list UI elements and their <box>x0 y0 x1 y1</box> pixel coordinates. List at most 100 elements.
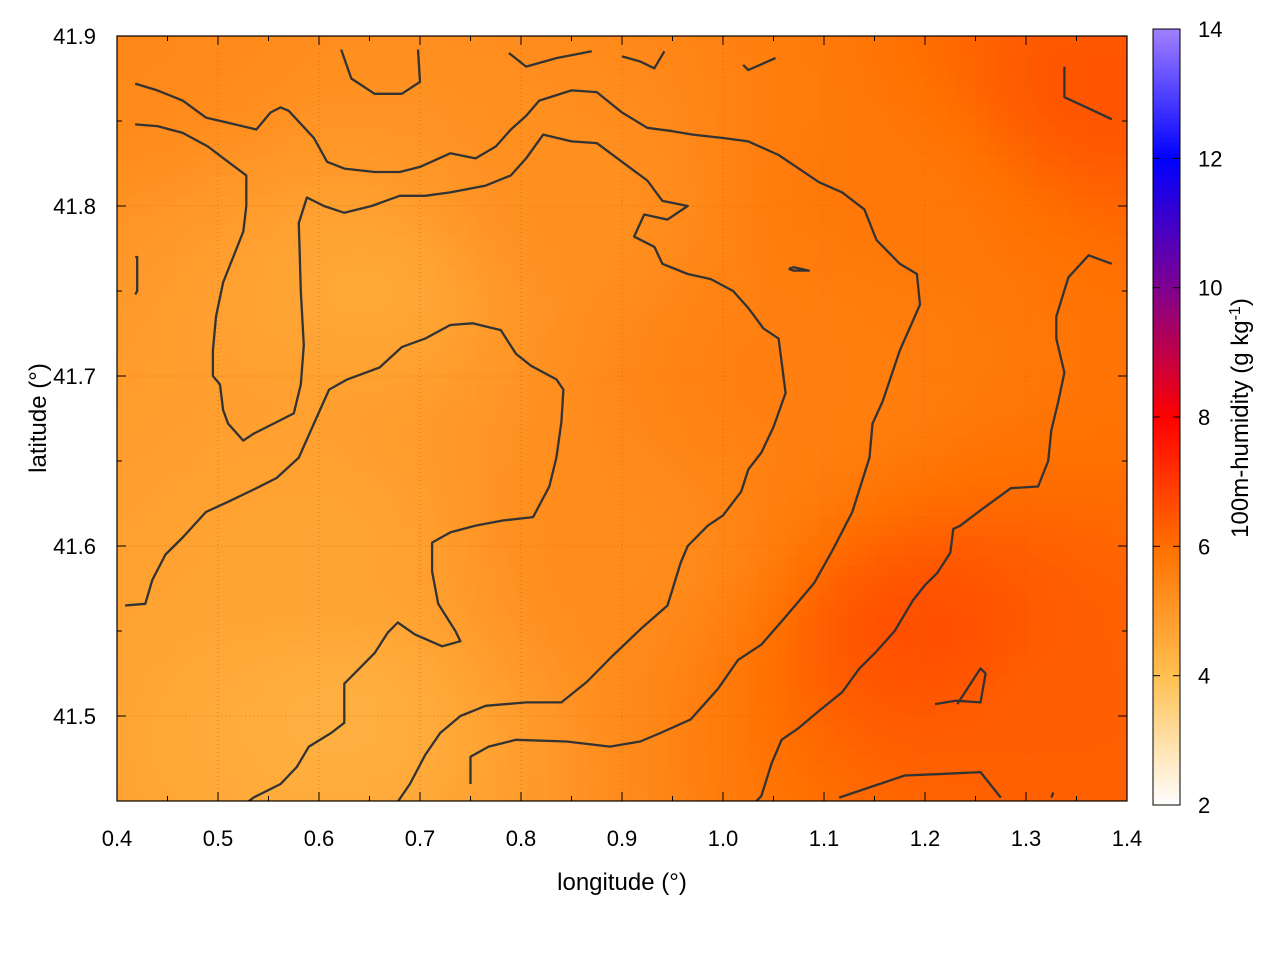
heatmap-cell <box>587 366 598 377</box>
heatmap-cell <box>657 656 668 667</box>
heatmap-cell <box>127 436 138 447</box>
heatmap-cell <box>237 756 248 767</box>
heatmap-cell <box>427 426 438 437</box>
heatmap-cell <box>287 626 298 637</box>
heatmap-cell <box>507 526 518 537</box>
heatmap-cell <box>207 266 218 277</box>
heatmap-cell <box>187 636 198 647</box>
heatmap-cell <box>167 776 178 787</box>
heatmap-cell <box>367 486 378 497</box>
heatmap-cell <box>757 256 768 267</box>
heatmap-cell <box>237 76 248 87</box>
heatmap-cell <box>167 146 178 157</box>
heatmap-cell <box>547 176 558 187</box>
heatmap-cell <box>177 156 188 167</box>
heatmap-cell <box>317 416 328 427</box>
heatmap-cell <box>377 616 388 627</box>
heatmap-cell <box>607 216 618 227</box>
heatmap-cell <box>387 626 398 637</box>
heatmap-cell <box>677 486 688 497</box>
heatmap-cell <box>477 156 488 167</box>
heatmap-cell <box>447 716 458 727</box>
heatmap-cell <box>317 676 328 687</box>
heatmap-cell <box>377 396 388 407</box>
heatmap-cell <box>257 236 268 247</box>
heatmap-cell <box>687 116 698 127</box>
heatmap-cell <box>687 346 698 357</box>
heatmap-cell <box>587 676 598 687</box>
heatmap-cell <box>167 186 178 197</box>
heatmap-cell <box>197 636 208 647</box>
heatmap-cell <box>587 746 598 757</box>
heatmap-cell <box>737 446 748 457</box>
heatmap-cell <box>757 316 768 327</box>
heatmap-cell <box>587 446 598 457</box>
heatmap-cell <box>647 636 658 647</box>
heatmap-cell <box>567 686 578 697</box>
heatmap-cell <box>167 466 178 477</box>
heatmap-cell <box>277 36 288 47</box>
heatmap-cell <box>577 186 588 197</box>
heatmap-cell <box>537 136 548 147</box>
heatmap-cell <box>427 216 438 227</box>
heatmap-cell <box>747 216 758 227</box>
heatmap-cell <box>557 256 568 267</box>
heatmap-cell <box>517 666 528 677</box>
heatmap-cell <box>567 656 578 667</box>
heatmap-cell <box>687 446 698 457</box>
heatmap-cell <box>137 566 148 577</box>
heatmap-cell <box>197 216 208 227</box>
heatmap-cell <box>607 186 618 197</box>
heatmap-cell <box>127 166 138 177</box>
heatmap-cell <box>577 486 588 497</box>
heatmap-cell <box>307 276 318 287</box>
heatmap-cell <box>197 726 208 737</box>
heatmap-cell <box>557 316 568 327</box>
heatmap-cell <box>227 266 238 277</box>
heatmap-cell <box>487 616 498 627</box>
heatmap-cell <box>437 86 448 97</box>
heatmap-cell <box>587 36 598 47</box>
heatmap-cell <box>397 606 408 617</box>
heatmap-cell <box>247 596 258 607</box>
heatmap-cell <box>327 196 338 207</box>
heatmap-cell <box>507 616 518 627</box>
heatmap-cell <box>187 256 198 267</box>
heatmap-cell <box>117 796 128 801</box>
heatmap-cell <box>197 306 208 317</box>
heatmap-cell <box>307 766 318 777</box>
heatmap-cell <box>137 346 148 357</box>
heatmap-cell <box>657 426 668 437</box>
heatmap-cell <box>117 526 128 537</box>
heatmap-cell <box>757 66 768 77</box>
heatmap-cell <box>287 546 298 557</box>
heatmap-cell <box>467 66 478 77</box>
heatmap-cell <box>387 706 398 717</box>
heatmap-cell <box>727 86 738 97</box>
heatmap-cell <box>347 476 358 487</box>
heatmap-cell <box>757 656 768 667</box>
heatmap-cell <box>617 416 628 427</box>
heatmap-cell <box>197 396 208 407</box>
heatmap-cell <box>567 116 578 127</box>
heatmap-cell <box>727 356 738 367</box>
heatmap-cell <box>367 56 378 67</box>
heatmap-cell <box>237 446 248 457</box>
heatmap-cell <box>427 626 438 637</box>
heatmap-cell <box>257 366 268 377</box>
heatmap-cell <box>627 796 638 801</box>
heatmap-cell <box>517 226 528 237</box>
heatmap-cell <box>297 426 308 437</box>
heatmap-cell <box>587 346 598 357</box>
heatmap-cell <box>237 486 248 497</box>
heatmap-cell <box>527 786 538 797</box>
heatmap-cell <box>607 256 618 267</box>
heatmap-cell <box>347 446 358 457</box>
heatmap-cell <box>417 386 428 397</box>
heatmap-cell <box>277 266 288 277</box>
heatmap-cell <box>737 86 748 97</box>
heatmap-cell <box>667 516 678 527</box>
heatmap-cell <box>447 776 458 787</box>
heatmap-cell <box>437 126 448 137</box>
heatmap-cell <box>547 216 558 227</box>
